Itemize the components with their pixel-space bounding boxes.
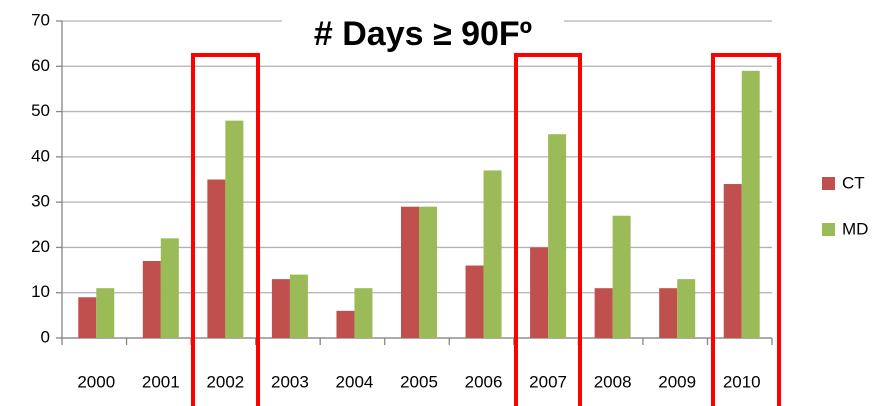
y-tick-label: 10: [31, 282, 50, 301]
bar: [96, 288, 115, 338]
bar: [289, 274, 308, 338]
title-background: [282, 14, 564, 60]
bar: [78, 297, 97, 338]
bar: [401, 206, 419, 338]
y-tick-label: 0: [41, 327, 50, 346]
x-tick-label: 2002: [206, 372, 244, 391]
x-tick-label: 2000: [77, 372, 115, 391]
bar: [419, 206, 437, 338]
y-tick-label: 20: [31, 237, 50, 256]
legend-label: CT: [842, 173, 865, 192]
bar: [271, 279, 290, 338]
bar: [659, 288, 678, 338]
highlight-box: [711, 53, 781, 406]
x-tick-label: 2009: [658, 372, 696, 391]
legend-swatch: [822, 177, 835, 190]
bar: [225, 120, 244, 338]
highlight-box: [191, 53, 260, 406]
bar: [612, 215, 631, 338]
bar: [336, 310, 355, 338]
x-tick-label: 2007: [529, 372, 567, 391]
bar: [530, 247, 549, 338]
bar: [741, 70, 760, 339]
x-tick-label: 2005: [400, 372, 438, 391]
chart-title: # Days ≥ 90Fº: [314, 15, 532, 53]
y-tick-label: 60: [31, 56, 50, 75]
bar: [483, 170, 502, 338]
bar: [594, 288, 613, 338]
bar: [160, 238, 179, 338]
bar: [677, 279, 696, 338]
x-tick-label: 2008: [594, 372, 632, 391]
y-tick-label: 70: [31, 10, 50, 29]
highlight-boxes: [191, 53, 781, 406]
y-tick-label: 50: [31, 101, 50, 120]
y-tick-label: 30: [31, 192, 50, 211]
bar: [207, 179, 226, 338]
bars: [78, 70, 760, 339]
bar: [723, 184, 742, 338]
x-tick-label: 2001: [142, 372, 180, 391]
x-tick-label: 2003: [271, 372, 309, 391]
bar: [465, 265, 484, 338]
bar: [548, 134, 567, 338]
bar: [142, 261, 161, 338]
bar: [354, 288, 373, 338]
legend-swatch: [822, 223, 835, 236]
legend-label: MD: [842, 219, 868, 238]
x-tick-label: 2004: [336, 372, 374, 391]
y-tick-label: 40: [31, 146, 50, 165]
highlight-box: [514, 53, 582, 406]
x-tick-label: 2006: [465, 372, 503, 391]
x-tick-label: 2010: [723, 372, 761, 391]
